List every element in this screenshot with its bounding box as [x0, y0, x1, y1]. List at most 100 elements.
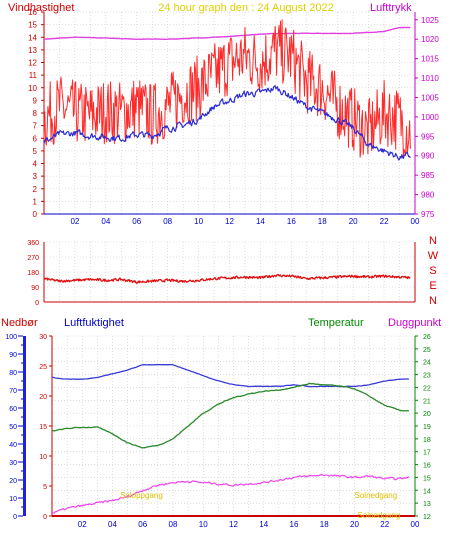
- y-tick-label-right: 995: [421, 132, 435, 141]
- temperature-tick-label: 20: [423, 411, 431, 418]
- y-tick-label-left: 14: [28, 33, 37, 42]
- rain-tick-label: 100: [5, 334, 17, 341]
- y-tick-label-right: 1005: [421, 93, 439, 102]
- sunset-label: Solnedgang: [355, 491, 398, 500]
- y-tick-label-left: 15: [28, 21, 37, 30]
- x-tick-label: 14: [256, 217, 265, 226]
- rain-tick-label: 70: [9, 388, 17, 395]
- x-tick-label: 02: [70, 217, 79, 226]
- compass-label: E: [429, 280, 436, 292]
- humidity-tick-label: 0: [43, 514, 47, 521]
- x-tick-label: 16: [290, 520, 299, 529]
- y-tick-label-right: 1000: [421, 113, 439, 122]
- rain-tick-label: 0: [13, 514, 17, 521]
- y-tick-label-left: 1: [33, 197, 38, 206]
- temperature-tick-label: 13: [423, 501, 431, 508]
- humidity-tick-label: 10: [39, 454, 47, 461]
- direction-tick-label: 180: [27, 270, 39, 277]
- temperature-label: Temperatur: [308, 317, 364, 329]
- direction-tick-label: 0: [35, 300, 39, 307]
- y-tick-label-right: 985: [421, 171, 435, 180]
- wind-direction-line: [43, 273, 411, 284]
- humidity-tick-label: 5: [43, 484, 47, 491]
- rain-tick-label: 50: [9, 424, 17, 431]
- compass-label: N: [429, 235, 437, 247]
- x-tick-label: 18: [320, 520, 329, 529]
- x-tick-label: 00: [411, 217, 420, 226]
- y-tick-label-left: 4: [33, 160, 38, 169]
- humidity-label: Luftfuktighet: [64, 317, 124, 329]
- average-wind-line: [43, 85, 411, 161]
- temperature-tick-label: 21: [423, 398, 431, 405]
- x-tick-label: 00: [411, 520, 420, 529]
- y-tick-label-right: 1010: [421, 74, 439, 83]
- x-tick-label: 06: [132, 217, 141, 226]
- temperature-tick-label: 15: [423, 475, 431, 482]
- temperature-tick-label: 19: [423, 424, 431, 431]
- humidity-tick-label: 30: [39, 334, 47, 341]
- wind-speed-line: [43, 19, 411, 158]
- x-tick-label: 10: [199, 520, 208, 529]
- x-tick-label: 12: [225, 217, 234, 226]
- humidity-tick-label: 20: [39, 394, 47, 401]
- dewpoint-line: [51, 473, 410, 515]
- y-tick-label-right: 1015: [421, 55, 439, 64]
- y-tick-label-left: 8: [33, 109, 38, 118]
- y-tick-label-right: 990: [421, 152, 435, 161]
- temperature-tick-label: 23: [423, 373, 431, 380]
- temperature-tick-label: 26: [423, 334, 431, 341]
- humidity-tick-label: 15: [39, 424, 47, 431]
- sunrise-label: Soloppgang: [120, 491, 163, 500]
- y-tick-label-right: 980: [421, 191, 435, 200]
- x-tick-label: 04: [101, 217, 110, 226]
- rain-tick-label: 20: [9, 478, 17, 485]
- compass-label: N: [429, 295, 437, 307]
- wind-pressure-chart: 02 04 06 08 10 12 14 16 18 20 22 000123456789101112…: [28, 8, 439, 226]
- temperature-tick-label: 16: [423, 463, 431, 470]
- temperature-tick-label: 25: [423, 347, 431, 354]
- direction-tick-label: 90: [31, 285, 39, 292]
- y-tick-label-left: 7: [33, 122, 38, 131]
- x-tick-label: 06: [138, 520, 147, 529]
- humidity-tick-label: 25: [39, 364, 47, 371]
- x-tick-label: 20: [350, 520, 359, 529]
- wind-speed-label: Vindhastighet: [8, 2, 74, 14]
- x-tick-label: 16: [287, 217, 296, 226]
- x-tick-label: 02: [78, 520, 87, 529]
- x-tick-label: 08: [169, 520, 178, 529]
- humidity-line: [51, 363, 410, 388]
- temperature-tick-label: 12: [423, 514, 431, 521]
- air-pressure-label: Lufttrykk: [370, 2, 412, 14]
- direction-tick-label: 270: [27, 255, 39, 262]
- x-tick-label: 04: [108, 520, 117, 529]
- y-tick-label-left: 10: [28, 84, 37, 93]
- y-tick-label-left: 6: [33, 134, 38, 143]
- x-tick-label: 22: [380, 217, 389, 226]
- compass-label: S: [429, 265, 436, 277]
- x-tick-label: 22: [380, 520, 389, 529]
- y-tick-label-left: 2: [33, 185, 38, 194]
- rain-tick-label: 30: [9, 460, 17, 467]
- y-tick-label-left: 9: [33, 96, 38, 105]
- y-tick-label-left: 12: [28, 59, 37, 68]
- rain-tick-label: 60: [9, 406, 17, 413]
- x-tick-label: 14: [259, 520, 268, 529]
- y-tick-label-left: 5: [33, 147, 38, 156]
- chart-title: 24 hour graph den : 24 August 2022: [158, 2, 334, 14]
- rain-axis-bar: [23, 336, 26, 516]
- dewpoint-label: Duggpunkt: [388, 317, 441, 329]
- y-tick-label-right: 1025: [421, 16, 439, 25]
- temperature-tick-label: 14: [423, 488, 431, 495]
- humidity-temperature-chart: 02 04 06 08 10 12 14 16 18 20 22 000102030405060708…: [5, 334, 431, 529]
- rain-tick-label: 80: [9, 370, 17, 377]
- temperature-tick-label: 24: [423, 360, 431, 367]
- temperature-tick-label: 17: [423, 450, 431, 457]
- x-tick-label: 18: [318, 217, 327, 226]
- rain-tick-label: 40: [9, 442, 17, 449]
- x-tick-label: 08: [163, 217, 172, 226]
- y-tick-label-left: 0: [33, 210, 38, 219]
- y-tick-label-right: 1020: [421, 35, 439, 44]
- rain-tick-label: 10: [9, 496, 17, 503]
